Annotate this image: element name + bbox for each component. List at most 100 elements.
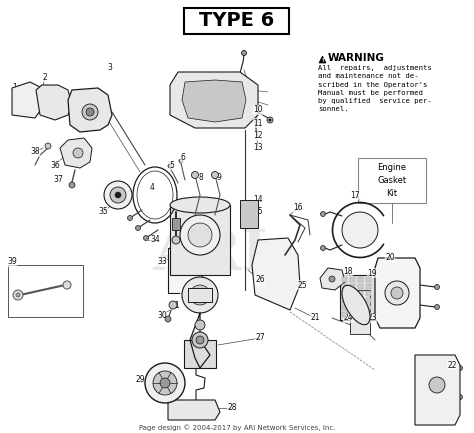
- Bar: [350, 284, 355, 289]
- Circle shape: [172, 236, 180, 244]
- Bar: [170, 205, 230, 275]
- Circle shape: [211, 171, 219, 178]
- Text: TYPE 6: TYPE 6: [200, 12, 274, 30]
- Bar: [342, 291, 347, 296]
- Text: 9: 9: [217, 172, 221, 181]
- Circle shape: [69, 182, 75, 188]
- Circle shape: [45, 143, 51, 149]
- Bar: [358, 298, 363, 303]
- Bar: [358, 277, 363, 282]
- Text: 26: 26: [255, 275, 265, 284]
- Text: 7: 7: [174, 220, 180, 229]
- Text: 23: 23: [367, 313, 377, 323]
- Text: 22: 22: [447, 361, 457, 369]
- Circle shape: [329, 276, 335, 282]
- Text: 33: 33: [157, 258, 167, 266]
- Polygon shape: [60, 138, 92, 168]
- Circle shape: [342, 212, 378, 248]
- Bar: [358, 291, 363, 296]
- Text: 15: 15: [253, 207, 263, 216]
- Circle shape: [188, 223, 212, 247]
- Text: 1: 1: [13, 83, 18, 91]
- Circle shape: [82, 104, 98, 120]
- Bar: [8, 265, 83, 317]
- Text: ARI: ARI: [152, 227, 268, 282]
- Text: Engine
Gasket
Kit: Engine Gasket Kit: [377, 164, 407, 197]
- Text: 11: 11: [253, 119, 263, 127]
- Polygon shape: [320, 268, 345, 290]
- Bar: [350, 312, 355, 317]
- Bar: [358, 158, 426, 203]
- Circle shape: [385, 281, 409, 305]
- Polygon shape: [182, 80, 246, 122]
- Bar: [366, 291, 371, 296]
- Polygon shape: [252, 238, 300, 310]
- Bar: [342, 305, 347, 310]
- Polygon shape: [168, 400, 220, 420]
- Circle shape: [429, 377, 445, 393]
- Text: 31: 31: [170, 301, 180, 310]
- Text: 18: 18: [343, 268, 353, 277]
- Text: 39: 39: [7, 258, 17, 266]
- Circle shape: [435, 304, 439, 310]
- Bar: [366, 312, 371, 317]
- Text: 4: 4: [150, 184, 155, 193]
- Text: Page design © 2004-2017 by ARI Network Services, Inc.: Page design © 2004-2017 by ARI Network S…: [139, 425, 335, 431]
- Text: 2: 2: [43, 72, 47, 81]
- Polygon shape: [375, 258, 420, 328]
- Polygon shape: [319, 56, 326, 63]
- Bar: [350, 290, 370, 334]
- Text: 5: 5: [170, 161, 174, 169]
- Text: 32: 32: [180, 291, 190, 300]
- Bar: [342, 298, 347, 303]
- Text: 29: 29: [135, 375, 145, 385]
- Text: 25: 25: [297, 281, 307, 290]
- Bar: [350, 298, 355, 303]
- Circle shape: [136, 226, 140, 230]
- Bar: [342, 312, 347, 317]
- Text: 12: 12: [253, 132, 263, 140]
- Circle shape: [128, 216, 133, 220]
- Ellipse shape: [342, 285, 370, 325]
- Bar: [350, 291, 355, 296]
- Circle shape: [179, 159, 183, 163]
- Text: 10: 10: [253, 106, 263, 114]
- Text: 17: 17: [350, 191, 360, 200]
- Bar: [184, 340, 216, 368]
- Text: 37: 37: [53, 175, 63, 184]
- Text: 30: 30: [157, 310, 167, 320]
- Bar: [358, 284, 363, 289]
- Circle shape: [182, 277, 218, 313]
- Bar: [366, 277, 371, 282]
- Text: WARNING: WARNING: [328, 53, 385, 63]
- Text: 19: 19: [367, 268, 377, 278]
- Circle shape: [104, 181, 132, 209]
- Circle shape: [168, 164, 172, 168]
- Circle shape: [457, 365, 463, 371]
- Bar: [184, 8, 290, 34]
- Circle shape: [196, 336, 204, 344]
- Text: 24: 24: [343, 313, 353, 323]
- Circle shape: [241, 51, 246, 55]
- Text: 36: 36: [50, 161, 60, 169]
- Bar: [188, 288, 212, 302]
- Text: 34: 34: [150, 236, 160, 245]
- Polygon shape: [415, 355, 460, 425]
- Circle shape: [73, 148, 83, 158]
- Text: 8: 8: [199, 172, 203, 181]
- Text: 20: 20: [385, 253, 395, 262]
- Ellipse shape: [170, 197, 230, 213]
- Circle shape: [180, 215, 220, 255]
- Bar: [366, 284, 371, 289]
- Bar: [366, 305, 371, 310]
- Bar: [240, 200, 258, 228]
- Circle shape: [191, 171, 199, 178]
- Text: 28: 28: [227, 404, 237, 413]
- Circle shape: [435, 284, 439, 290]
- Bar: [350, 305, 355, 310]
- Polygon shape: [68, 88, 112, 132]
- Bar: [342, 277, 347, 282]
- Circle shape: [160, 378, 170, 388]
- Text: 35: 35: [98, 207, 108, 216]
- Text: 21: 21: [310, 313, 320, 323]
